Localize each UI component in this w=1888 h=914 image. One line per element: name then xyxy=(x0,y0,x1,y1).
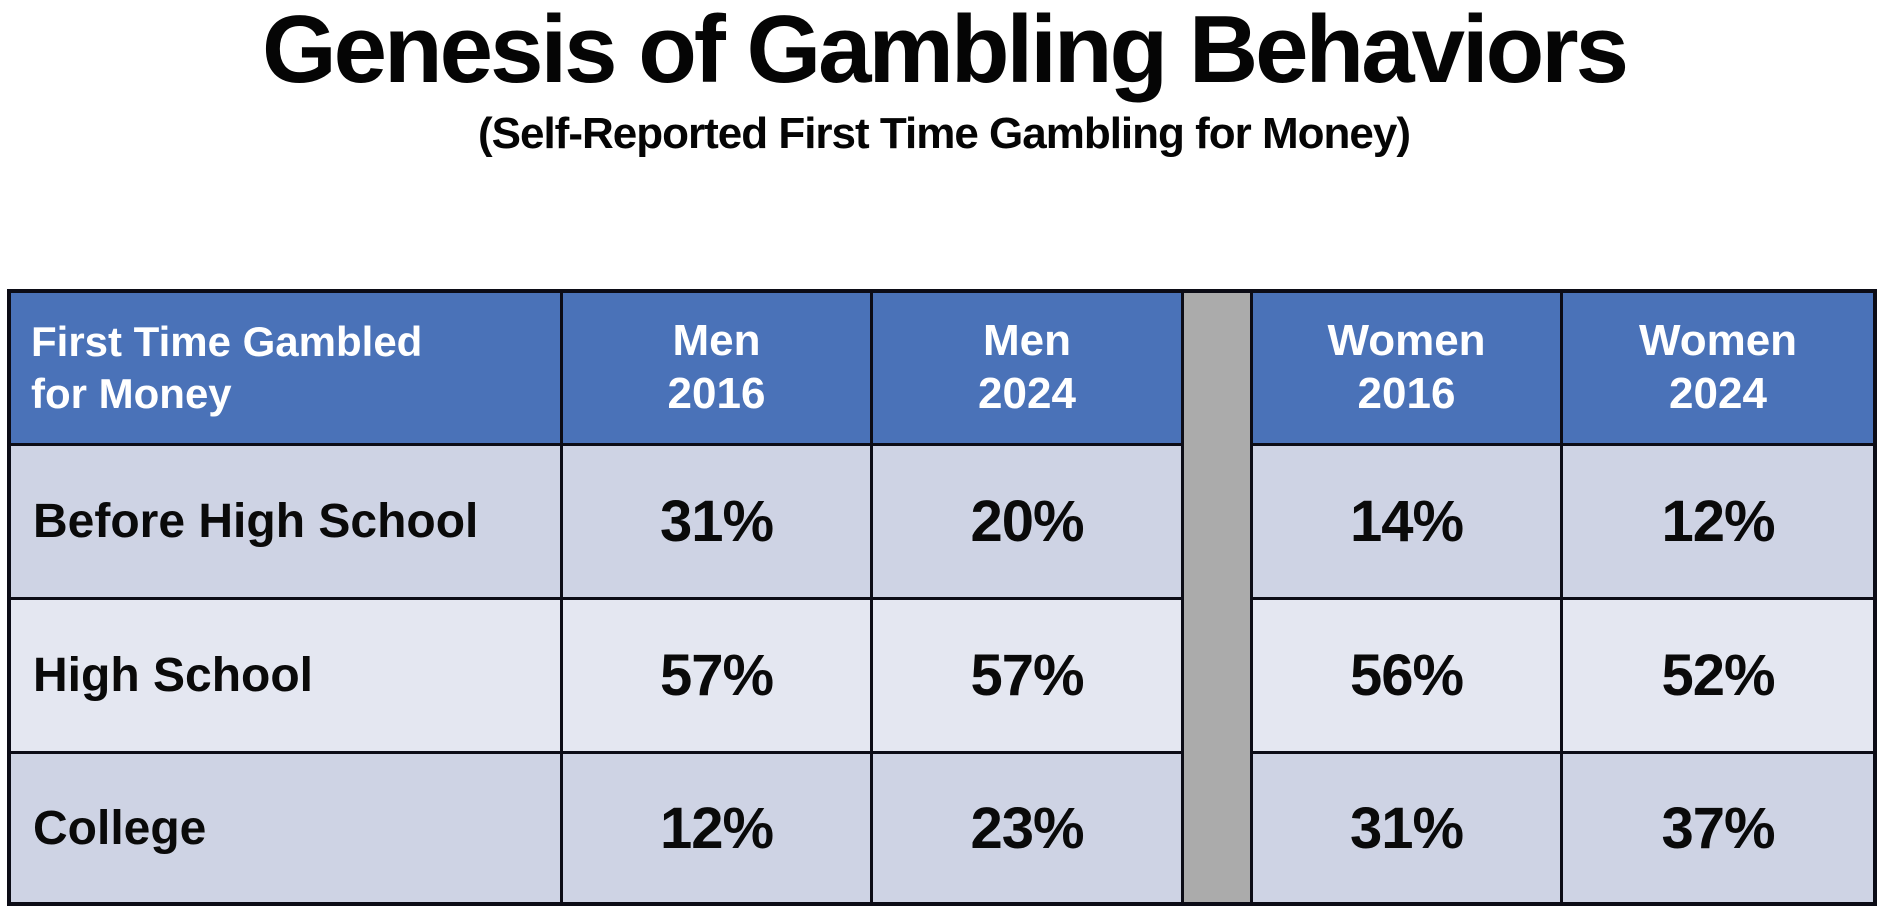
value-before-high-school-women-2024: 12% xyxy=(1563,446,1873,597)
value-college-men-2016: 12% xyxy=(563,754,870,902)
column-header-women-2016: Women 2016 xyxy=(1253,293,1560,443)
column-header-group: Women xyxy=(1638,316,1798,366)
value-college-women-2016: 31% xyxy=(1253,754,1560,902)
column-header-year: 2024 xyxy=(978,369,1076,418)
column-header-year: 2016 xyxy=(667,369,766,418)
value-before-high-school-men-2024: 20% xyxy=(873,446,1181,597)
gambling-behaviors-table: First Time Gambled for Money Men 2016 Me… xyxy=(7,289,1877,906)
value-high-school-women-2024: 52% xyxy=(1563,600,1873,751)
page-subtitle: (Self-Reported First Time Gambling for M… xyxy=(477,109,1411,158)
column-header-men-2024: Men 2024 xyxy=(873,293,1181,443)
value-before-high-school-men-2016: 31% xyxy=(563,446,870,597)
column-header-year: 2016 xyxy=(1357,369,1456,418)
corner-header-cell: First Time Gambled for Money xyxy=(11,293,560,443)
corner-header-line1: First Time Gambled xyxy=(31,317,423,365)
page-title: Genesis of Gambling Behaviors xyxy=(261,0,1629,103)
value-high-school-men-2024: 57% xyxy=(873,600,1181,751)
row-label-before-high-school: Before High School xyxy=(11,446,560,597)
value-before-high-school-women-2016: 14% xyxy=(1253,446,1560,597)
column-header-group: Men xyxy=(672,316,761,366)
column-header-women-2024: Women 2024 xyxy=(1563,293,1873,443)
table-spacer-column xyxy=(1184,293,1250,902)
column-header-group: Men xyxy=(983,316,1071,366)
corner-header-line2: for Money xyxy=(31,370,232,417)
column-header-men-2016: Men 2016 xyxy=(563,293,870,443)
row-label-college: College xyxy=(11,754,560,902)
value-high-school-men-2016: 57% xyxy=(563,600,870,751)
header-block: Genesis of Gambling Behaviors (Self-Repo… xyxy=(0,2,1888,156)
value-high-school-women-2016: 56% xyxy=(1253,600,1560,751)
value-college-women-2024: 37% xyxy=(1563,754,1873,902)
column-header-year: 2024 xyxy=(1669,369,1767,418)
row-label-high-school: High School xyxy=(11,600,560,751)
column-header-group: Women xyxy=(1327,316,1486,366)
value-college-men-2024: 23% xyxy=(873,754,1181,902)
